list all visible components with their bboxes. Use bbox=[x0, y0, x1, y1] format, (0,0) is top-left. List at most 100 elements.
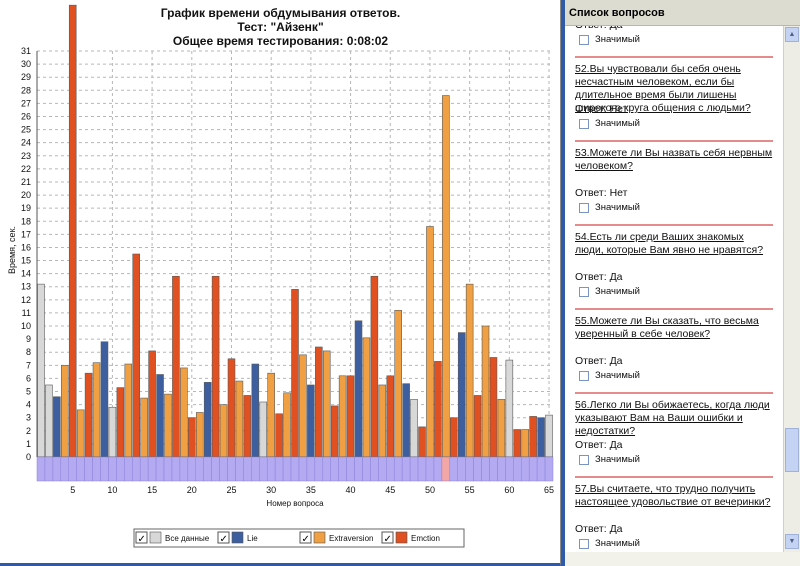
bar-question-6[interactable] bbox=[76, 409, 85, 458]
bar-question-36[interactable] bbox=[315, 346, 323, 458]
question-marker-40[interactable] bbox=[346, 456, 355, 482]
bar-question-17[interactable] bbox=[164, 393, 172, 458]
question-marker-42[interactable] bbox=[362, 456, 371, 482]
question-marker-26[interactable] bbox=[235, 456, 244, 482]
question-marker-22[interactable] bbox=[203, 456, 212, 482]
bar-question-56[interactable] bbox=[473, 395, 482, 458]
bar-question-28[interactable] bbox=[251, 363, 260, 458]
bar-question-20[interactable] bbox=[188, 417, 196, 458]
question-marker-34[interactable] bbox=[298, 456, 308, 482]
question-marker-47[interactable] bbox=[401, 456, 411, 482]
question-text-link[interactable]: 56.Легко ли Вы обижаетесь, когда люди ук… bbox=[575, 399, 770, 437]
question-list-viewport[interactable]: 51.Бывают ли у Вас такие мысли, которые … bbox=[565, 26, 783, 552]
question-marker-2[interactable] bbox=[44, 456, 54, 482]
bar-question-12[interactable] bbox=[124, 363, 133, 458]
significant-checkbox[interactable] bbox=[579, 371, 589, 381]
question-marker-49[interactable] bbox=[417, 456, 427, 482]
question-marker-55[interactable] bbox=[465, 456, 474, 482]
bar-question-62[interactable] bbox=[521, 429, 529, 458]
bar-question-31[interactable] bbox=[275, 413, 283, 458]
question-marker-64[interactable] bbox=[536, 456, 546, 482]
bar-question-21[interactable] bbox=[195, 412, 204, 458]
question-marker-11[interactable] bbox=[116, 456, 125, 482]
question-marker-38[interactable] bbox=[330, 456, 339, 482]
bar-question-9[interactable] bbox=[100, 341, 109, 458]
bar-question-44[interactable] bbox=[378, 384, 387, 458]
question-marker-8[interactable] bbox=[92, 456, 101, 482]
question-marker-63[interactable] bbox=[528, 456, 538, 482]
question-marker-45[interactable] bbox=[386, 456, 395, 482]
bar-question-46[interactable] bbox=[394, 310, 402, 458]
question-marker-61[interactable] bbox=[513, 456, 522, 482]
question-marker-37[interactable] bbox=[322, 456, 331, 482]
bar-question-57[interactable] bbox=[481, 325, 490, 458]
bar-question-60[interactable] bbox=[505, 359, 514, 458]
question-marker-41[interactable] bbox=[354, 456, 363, 482]
bar-question-18[interactable] bbox=[172, 275, 180, 458]
question-marker-46[interactable] bbox=[393, 456, 403, 482]
bar-question-29[interactable] bbox=[259, 401, 268, 458]
bar-question-4[interactable] bbox=[61, 365, 69, 458]
question-marker-23[interactable] bbox=[211, 456, 220, 482]
question-marker-52[interactable] bbox=[441, 456, 451, 482]
question-marker-21[interactable] bbox=[195, 456, 204, 482]
question-list-scrollbar[interactable]: ▲ ▼ bbox=[783, 26, 800, 552]
bar-question-50[interactable] bbox=[426, 226, 434, 458]
question-marker-39[interactable] bbox=[338, 456, 347, 482]
question-marker-65[interactable] bbox=[544, 456, 554, 482]
bar-question-42[interactable] bbox=[362, 337, 371, 458]
bar-question-65[interactable] bbox=[545, 414, 553, 458]
significant-checkbox[interactable] bbox=[579, 287, 589, 297]
question-marker-56[interactable] bbox=[473, 456, 482, 482]
question-text-link[interactable]: 52.Вы чувствовали бы себя очень несчастн… bbox=[575, 63, 751, 114]
bar-question-53[interactable] bbox=[449, 417, 458, 458]
bar-question-15[interactable] bbox=[148, 350, 156, 458]
bar-question-48[interactable] bbox=[410, 399, 418, 458]
bar-question-10[interactable] bbox=[108, 406, 117, 458]
bar-question-61[interactable] bbox=[513, 429, 522, 458]
question-marker-1[interactable] bbox=[36, 456, 46, 482]
question-marker-9[interactable] bbox=[100, 456, 109, 482]
bar-question-39[interactable] bbox=[338, 375, 347, 458]
question-marker-10[interactable] bbox=[108, 456, 117, 482]
bar-question-1[interactable] bbox=[37, 283, 45, 458]
question-marker-58[interactable] bbox=[489, 456, 498, 482]
bar-question-51[interactable] bbox=[434, 361, 442, 458]
bar-question-55[interactable] bbox=[465, 283, 474, 458]
bar-question-22[interactable] bbox=[203, 382, 212, 458]
question-marker-53[interactable] bbox=[449, 456, 458, 482]
question-marker-16[interactable] bbox=[155, 456, 165, 482]
question-text-link[interactable]: 54.Есть ли среди Ваших знакомых люди, ко… bbox=[575, 231, 764, 256]
question-marker-50[interactable] bbox=[425, 456, 435, 482]
significant-checkbox[interactable] bbox=[579, 539, 589, 549]
question-marker-30[interactable] bbox=[266, 456, 276, 482]
bar-question-59[interactable] bbox=[497, 399, 506, 458]
bar-question-13[interactable] bbox=[132, 253, 140, 458]
bar-question-34[interactable] bbox=[299, 354, 307, 458]
question-text-link[interactable]: 55.Можете ли Вы сказать, что весьма увер… bbox=[575, 315, 759, 340]
question-marker-25[interactable] bbox=[227, 456, 236, 482]
bar-question-5[interactable] bbox=[68, 4, 77, 458]
significant-checkbox[interactable] bbox=[579, 119, 589, 129]
bar-question-19[interactable] bbox=[180, 367, 188, 458]
question-marker-24[interactable] bbox=[219, 456, 228, 482]
question-marker-51[interactable] bbox=[433, 456, 443, 482]
bar-question-14[interactable] bbox=[140, 397, 148, 458]
legend-checkbox-lie[interactable] bbox=[217, 531, 230, 544]
bar-question-49[interactable] bbox=[418, 426, 426, 458]
bar-question-26[interactable] bbox=[235, 380, 244, 458]
question-marker-29[interactable] bbox=[259, 456, 268, 482]
question-marker-43[interactable] bbox=[370, 456, 379, 482]
significant-checkbox[interactable] bbox=[579, 35, 589, 45]
question-marker-5[interactable] bbox=[68, 456, 77, 482]
question-marker-27[interactable] bbox=[243, 456, 252, 482]
question-marker-57[interactable] bbox=[481, 456, 490, 482]
question-marker-18[interactable] bbox=[171, 456, 181, 482]
question-marker-4[interactable] bbox=[60, 456, 70, 482]
bar-question-63[interactable] bbox=[529, 416, 537, 458]
bar-question-30[interactable] bbox=[267, 372, 275, 458]
bar-question-54[interactable] bbox=[457, 332, 466, 458]
bar-question-23[interactable] bbox=[211, 275, 220, 458]
scroll-up-button[interactable]: ▲ bbox=[785, 27, 799, 42]
question-marker-60[interactable] bbox=[505, 456, 514, 482]
